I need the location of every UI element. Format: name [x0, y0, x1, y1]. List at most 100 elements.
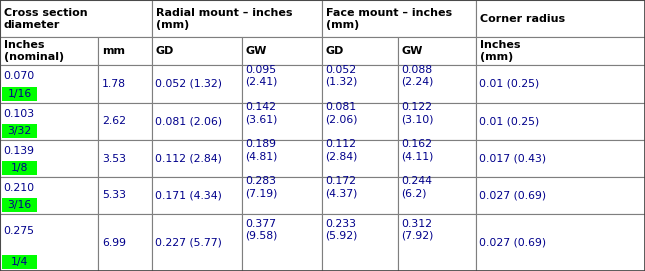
Text: 0.312
(7.92): 0.312 (7.92): [401, 219, 433, 241]
Text: 0.027 (0.69): 0.027 (0.69): [479, 237, 546, 247]
Text: 0.081
(2.06): 0.081 (2.06): [325, 102, 357, 124]
Bar: [398, 65, 476, 103]
Text: 0.189
(4.81): 0.189 (4.81): [245, 139, 277, 161]
Bar: [152, 65, 242, 103]
Bar: [242, 177, 322, 214]
Text: Corner radius: Corner radius: [480, 14, 565, 24]
Bar: [152, 37, 242, 65]
Bar: [322, 103, 398, 140]
Bar: [0, 103, 98, 140]
Bar: [98, 37, 152, 65]
Text: 0.377
(9.58): 0.377 (9.58): [245, 219, 277, 241]
Bar: [0, 177, 98, 214]
Bar: [98, 140, 152, 177]
Text: 0.112 (2.84): 0.112 (2.84): [155, 153, 222, 163]
Text: 6.99: 6.99: [102, 237, 126, 247]
Bar: [0, 0, 152, 37]
Text: Inches
(mm): Inches (mm): [480, 40, 521, 62]
Text: 0.052 (1.32): 0.052 (1.32): [155, 79, 222, 89]
Bar: [2, 124, 37, 138]
Text: 0.01 (0.25): 0.01 (0.25): [479, 117, 539, 127]
Text: GD: GD: [326, 46, 344, 56]
Bar: [322, 177, 398, 214]
Text: 0.275: 0.275: [3, 226, 34, 236]
Text: 0.112
(2.84): 0.112 (2.84): [325, 139, 357, 161]
Bar: [398, 177, 476, 214]
Text: 0.162
(4.11): 0.162 (4.11): [401, 139, 433, 161]
Bar: [398, 214, 476, 271]
Text: 0.172
(4.37): 0.172 (4.37): [325, 176, 357, 198]
Bar: [2, 87, 37, 101]
Bar: [242, 37, 322, 65]
Bar: [476, 37, 645, 65]
Bar: [152, 0, 322, 37]
Text: GW: GW: [402, 46, 423, 56]
Bar: [0, 65, 98, 103]
Text: Cross section
diameter: Cross section diameter: [4, 8, 88, 30]
Text: 0.027 (0.69): 0.027 (0.69): [479, 191, 546, 201]
Bar: [322, 65, 398, 103]
Text: 0.233
(5.92): 0.233 (5.92): [325, 219, 357, 241]
Text: 0.081 (2.06): 0.081 (2.06): [155, 117, 222, 127]
Text: 5.33: 5.33: [102, 191, 126, 201]
Bar: [152, 177, 242, 214]
Bar: [476, 214, 645, 271]
Text: mm: mm: [102, 46, 125, 56]
Text: 2.62: 2.62: [102, 117, 126, 127]
Text: 0.088
(2.24): 0.088 (2.24): [401, 65, 433, 87]
Bar: [98, 177, 152, 214]
Bar: [152, 140, 242, 177]
Bar: [0, 214, 98, 271]
Bar: [0, 140, 98, 177]
Bar: [242, 65, 322, 103]
Bar: [242, 140, 322, 177]
Bar: [98, 65, 152, 103]
Bar: [398, 103, 476, 140]
Bar: [476, 177, 645, 214]
Text: 0.171 (4.34): 0.171 (4.34): [155, 191, 222, 201]
Bar: [152, 214, 242, 271]
Bar: [476, 140, 645, 177]
Text: 0.210: 0.210: [3, 183, 34, 193]
Bar: [2, 161, 37, 175]
Bar: [476, 0, 645, 37]
Text: Radial mount – inches
(mm): Radial mount – inches (mm): [156, 8, 292, 30]
Text: 0.070: 0.070: [3, 71, 34, 81]
Text: GW: GW: [246, 46, 268, 56]
Text: 0.095
(2.41): 0.095 (2.41): [245, 65, 277, 87]
Text: 0.244
(6.2): 0.244 (6.2): [401, 176, 432, 198]
Text: 0.139: 0.139: [3, 146, 34, 156]
Bar: [152, 103, 242, 140]
Text: 0.122
(3.10): 0.122 (3.10): [401, 102, 433, 124]
Bar: [476, 65, 645, 103]
Bar: [398, 37, 476, 65]
Bar: [322, 37, 398, 65]
Text: 0.017 (0.43): 0.017 (0.43): [479, 153, 546, 163]
Text: 1/4: 1/4: [11, 257, 28, 267]
Text: 0.283
(7.19): 0.283 (7.19): [245, 176, 277, 198]
Bar: [476, 103, 645, 140]
Bar: [242, 103, 322, 140]
Text: 1/8: 1/8: [11, 163, 28, 173]
Text: 0.052
(1.32): 0.052 (1.32): [325, 65, 357, 87]
Bar: [322, 140, 398, 177]
Bar: [2, 198, 37, 212]
Text: 3.53: 3.53: [102, 153, 126, 163]
Text: GD: GD: [156, 46, 174, 56]
Text: 0.01 (0.25): 0.01 (0.25): [479, 79, 539, 89]
Text: 3/32: 3/32: [7, 126, 32, 136]
Text: 0.227 (5.77): 0.227 (5.77): [155, 237, 222, 247]
Text: 1.78: 1.78: [102, 79, 126, 89]
Text: Face mount – inches
(mm): Face mount – inches (mm): [326, 8, 452, 30]
Text: 1/16: 1/16: [7, 89, 32, 99]
Bar: [98, 214, 152, 271]
Bar: [0, 37, 98, 65]
Bar: [98, 103, 152, 140]
Bar: [322, 0, 476, 37]
Bar: [2, 255, 37, 269]
Text: 0.142
(3.61): 0.142 (3.61): [245, 102, 277, 124]
Bar: [398, 140, 476, 177]
Text: Inches
(nominal): Inches (nominal): [4, 40, 64, 62]
Text: 3/16: 3/16: [7, 200, 32, 210]
Bar: [322, 214, 398, 271]
